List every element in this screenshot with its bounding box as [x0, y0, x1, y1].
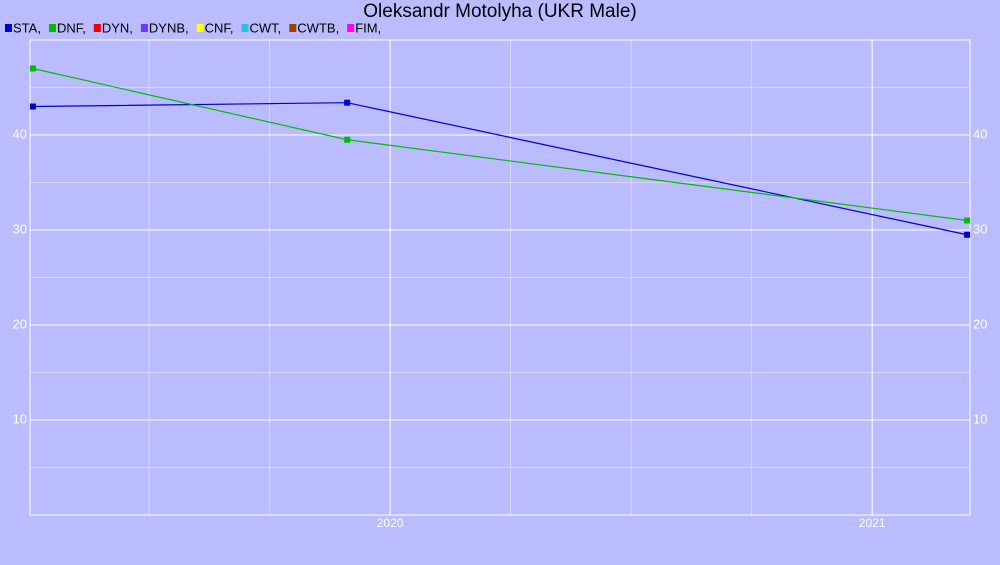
y-tick-label-right: 40	[973, 126, 987, 141]
legend-swatch	[289, 24, 297, 32]
series-line	[32, 102, 968, 236]
y-tick-label-right: 10	[973, 411, 987, 426]
y-tick-label-right: 20	[973, 316, 987, 331]
legend-label: CNF,	[205, 20, 234, 35]
legend-swatch	[140, 24, 148, 32]
legend-label: DNF,	[57, 20, 86, 35]
legend-label: DYN,	[102, 20, 133, 35]
chart-title: Oleksandr Motolyha (UKR Male)	[363, 1, 636, 22]
data-point	[344, 136, 351, 143]
legend-swatch	[241, 24, 249, 32]
data-point	[344, 99, 351, 106]
legend-swatch	[48, 24, 56, 32]
x-tick-label: 2020	[377, 516, 404, 530]
legend-label: STA,	[13, 20, 41, 35]
y-tick-label-right: 30	[973, 221, 987, 236]
y-tick-label: 10	[13, 411, 27, 426]
legend-label: FIM,	[355, 20, 381, 35]
data-point	[29, 103, 36, 110]
legend-swatch	[5, 24, 12, 32]
y-tick-label: 30	[13, 221, 27, 236]
data-point	[964, 231, 971, 238]
data-point	[964, 217, 971, 224]
legend-label: DYNB,	[149, 20, 189, 35]
legend-label: CWTB,	[297, 20, 339, 35]
series-line	[32, 67, 968, 222]
legend-swatch	[196, 24, 204, 32]
legend-swatch	[347, 24, 355, 32]
legend-label: CWT,	[250, 20, 282, 35]
plot-border	[29, 39, 971, 516]
y-tick-label: 20	[13, 316, 27, 331]
data-point	[29, 65, 36, 72]
legend-swatch	[93, 24, 101, 32]
y-tick-label: 40	[13, 126, 27, 141]
x-tick-label: 2021	[859, 516, 886, 530]
